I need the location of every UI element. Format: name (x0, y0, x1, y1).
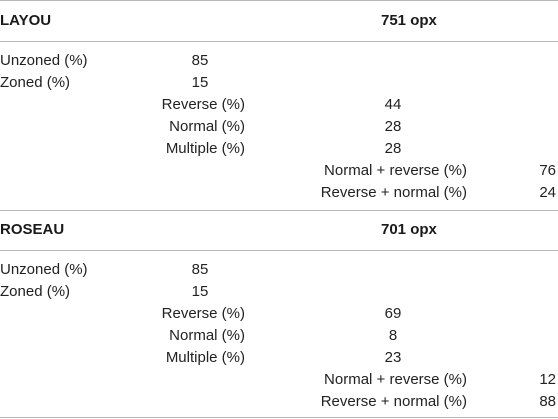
normal-reverse-label: Normal + reverse (%) (324, 162, 467, 179)
section-title: ROSEAU (0, 221, 65, 238)
table-bottom-rule (0, 417, 558, 418)
normal-value: 8 (388, 327, 398, 344)
normal-reverse-label: Normal + reverse (%) (324, 371, 467, 388)
reverse-value: 44 (384, 96, 402, 113)
normal-reverse-value: 12 (539, 371, 556, 388)
multiple-label: Multiple (%) (165, 349, 245, 366)
unzoned-value: 85 (191, 52, 209, 69)
reverse-normal-value: 88 (539, 393, 556, 410)
zoned-label: Zoned (%) (0, 74, 71, 91)
multiple-value: 28 (384, 140, 402, 157)
normal-reverse-value: 76 (539, 162, 556, 179)
header-rule (0, 41, 558, 42)
reverse-label: Reverse (%) (161, 305, 245, 322)
zoned-value: 15 (191, 283, 209, 300)
header-rule (0, 250, 558, 251)
sample-label: 751 opx (381, 12, 437, 29)
normal-label: Normal (%) (169, 118, 245, 135)
table-top-rule (0, 0, 558, 1)
reverse-value: 69 (384, 305, 402, 322)
zoned-label: Zoned (%) (0, 283, 71, 300)
multiple-value: 23 (384, 349, 402, 366)
normal-value: 28 (384, 118, 402, 135)
multiple-label: Multiple (%) (165, 140, 245, 157)
normal-label: Normal (%) (169, 327, 245, 344)
unzoned-label: Unzoned (%) (0, 52, 88, 69)
section-title: LAYOU (0, 12, 52, 29)
reverse-normal-label: Reverse + normal (%) (320, 393, 467, 410)
zoned-value: 15 (191, 74, 209, 91)
section-rule (0, 210, 558, 211)
sample-label: 701 opx (381, 221, 437, 238)
unzoned-label: Unzoned (%) (0, 261, 88, 278)
reverse-label: Reverse (%) (161, 96, 245, 113)
unzoned-value: 85 (191, 261, 209, 278)
reverse-normal-value: 24 (539, 184, 556, 201)
reverse-normal-label: Reverse + normal (%) (320, 184, 467, 201)
